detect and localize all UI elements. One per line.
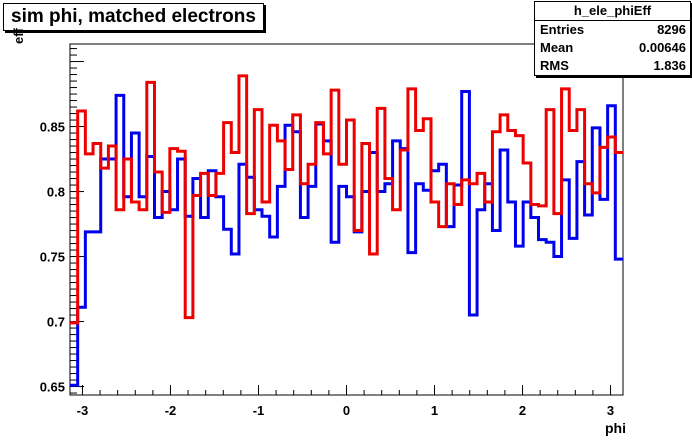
x-tick-label: -3 — [77, 403, 89, 418]
series-red-line — [70, 74, 623, 325]
stats-value: 1.836 — [653, 58, 686, 73]
plot-frame — [69, 43, 624, 396]
x-tick-label: 3 — [607, 403, 614, 418]
chart-series — [70, 74, 623, 387]
y-tick-label: 0.7 — [47, 315, 65, 330]
chart-title: sim phi, matched electrons — [3, 3, 264, 31]
stats-row-rms: RMS 1.836 — [535, 57, 690, 75]
stats-histogram-name: h_ele_phiEff — [535, 2, 690, 21]
stats-value: 0.00646 — [639, 40, 686, 55]
stats-row-entries: Entries 8296 — [535, 21, 690, 39]
stats-box: h_ele_phiEff Entries 8296 Mean 0.00646 R… — [534, 1, 691, 76]
x-axis-label: phi — [605, 420, 626, 436]
x-tick-label: 1 — [431, 403, 438, 418]
stats-row-mean: Mean 0.00646 — [535, 39, 690, 57]
stats-label: Mean — [540, 40, 574, 55]
x-tick-label: 0 — [343, 403, 350, 418]
x-tick-label: -1 — [253, 403, 265, 418]
y-tick-label: 0.65 — [40, 380, 65, 395]
stats-label: Entries — [540, 22, 585, 37]
stats-value: 8296 — [657, 22, 686, 37]
y-tick-label: 0.75 — [40, 250, 65, 265]
x-tick-label: 2 — [519, 403, 526, 418]
x-tick-label: -2 — [165, 403, 177, 418]
y-tick-label: 0.8 — [47, 185, 65, 200]
y-tick-label: 0.85 — [40, 120, 65, 135]
y-axis-label: eff — [11, 28, 26, 44]
stats-label: RMS — [540, 58, 569, 73]
